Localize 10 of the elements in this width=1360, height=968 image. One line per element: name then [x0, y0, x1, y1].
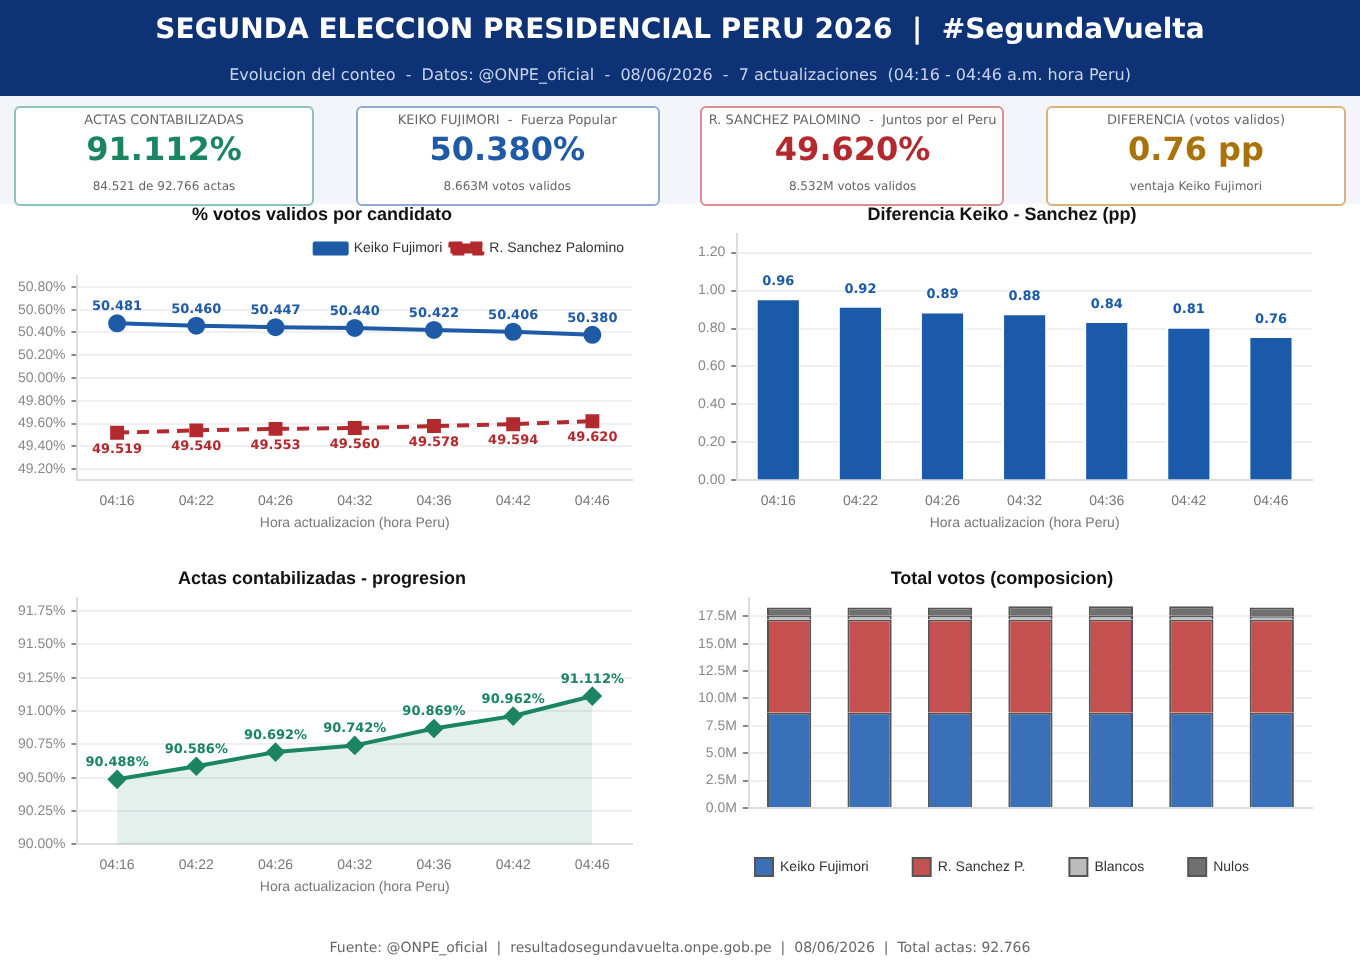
text: 50.380%: [427, 130, 588, 168]
chart-title: Diferencia Keiko - Sanchez (pp): [867, 203, 1137, 224]
text: 0.76 pp: [1125, 130, 1266, 168]
text: Evolucion del conteo - Datos: @ONPE_oficial - 08/06/2026 - 7 actualizaciones (04:16 - 04:46 a.m. hora Peru): [227, 66, 1133, 84]
text: 49.620%: [772, 130, 933, 168]
chart-title: Total votos (composicion): [890, 567, 1114, 588]
chart-title: Actas contabilizadas - progresion: [177, 567, 467, 588]
text: SEGUNDA ELECCION PRESIDENCIAL PERU 2026 | #SegundaVuelta: [153, 12, 1207, 46]
chart-title: % votos validos por candidato: [191, 203, 454, 224]
text: 91.112%: [84, 130, 244, 168]
